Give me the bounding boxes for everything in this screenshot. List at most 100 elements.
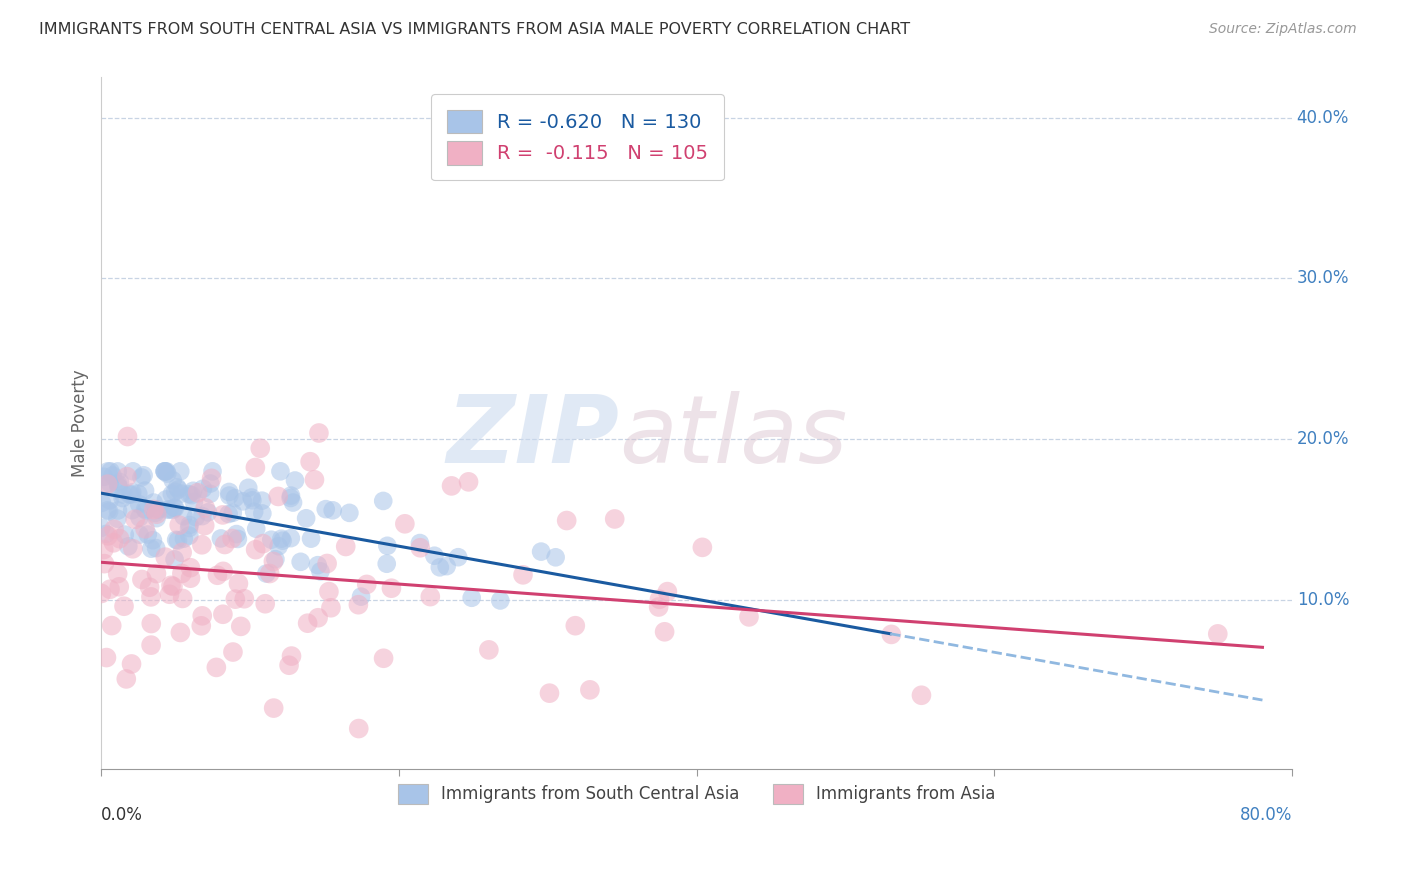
Point — [145, 566, 167, 581]
Point — [194, 518, 217, 533]
Point — [115, 672, 138, 686]
Point — [315, 502, 337, 516]
Point — [165, 533, 187, 547]
Point — [555, 514, 578, 528]
Point — [107, 566, 129, 581]
Point — [156, 467, 179, 481]
Point — [121, 657, 143, 671]
Point — [270, 532, 292, 546]
Point — [309, 565, 332, 579]
Point — [254, 566, 277, 581]
Point — [122, 464, 145, 478]
Point — [142, 533, 165, 548]
Point — [538, 686, 561, 700]
Point — [252, 507, 274, 521]
Point — [108, 475, 131, 489]
Point — [245, 542, 267, 557]
Point — [197, 505, 219, 519]
Point — [222, 506, 245, 520]
Text: 0.0%: 0.0% — [101, 805, 143, 823]
Point — [648, 592, 671, 607]
Point — [159, 587, 181, 601]
Point — [280, 531, 302, 545]
Point — [155, 492, 177, 507]
Point — [284, 474, 307, 488]
Point — [134, 502, 156, 516]
Point — [155, 550, 177, 565]
Point — [136, 527, 159, 541]
Point — [267, 490, 290, 504]
Point — [260, 533, 283, 547]
Point — [134, 522, 156, 536]
Point — [145, 541, 167, 555]
Point — [304, 473, 326, 487]
Point — [117, 540, 139, 554]
Point — [356, 577, 378, 591]
Point — [200, 476, 222, 491]
Point — [222, 645, 245, 659]
Point — [191, 608, 214, 623]
Point — [179, 560, 201, 574]
Point — [1206, 627, 1229, 641]
Point — [409, 541, 432, 555]
Point — [173, 509, 195, 524]
Point — [564, 618, 586, 632]
Point — [128, 497, 150, 511]
Point — [145, 507, 167, 521]
Point — [107, 464, 129, 478]
Point — [90, 586, 112, 600]
Point — [97, 477, 120, 491]
Point — [103, 522, 125, 536]
Point — [153, 464, 176, 478]
Point — [373, 494, 395, 508]
Text: 10.0%: 10.0% — [1296, 591, 1350, 609]
Point — [117, 429, 139, 443]
Point — [118, 487, 141, 501]
Point — [299, 455, 322, 469]
Point — [224, 592, 246, 607]
Point — [105, 511, 128, 525]
Point — [267, 539, 290, 553]
Point — [280, 489, 302, 503]
Text: 20.0%: 20.0% — [1296, 430, 1350, 448]
Point — [112, 487, 135, 501]
Point — [181, 483, 204, 498]
Point — [155, 464, 177, 478]
Point — [290, 555, 312, 569]
Point — [647, 599, 669, 614]
Point — [218, 489, 240, 503]
Point — [111, 491, 134, 505]
Point — [101, 468, 124, 483]
Point — [243, 505, 266, 519]
Point — [100, 464, 122, 478]
Point — [97, 464, 120, 478]
Point — [160, 578, 183, 592]
Point — [489, 593, 512, 607]
Point — [191, 538, 214, 552]
Point — [409, 536, 432, 550]
Point — [172, 545, 194, 559]
Point — [169, 625, 191, 640]
Point — [169, 464, 191, 478]
Point — [162, 473, 184, 487]
Point — [269, 464, 291, 478]
Text: 40.0%: 40.0% — [1296, 109, 1350, 127]
Point — [212, 565, 235, 579]
Point — [318, 584, 340, 599]
Point — [167, 483, 190, 497]
Point — [128, 510, 150, 524]
Point — [179, 518, 201, 533]
Point — [209, 532, 232, 546]
Point — [263, 701, 285, 715]
Point — [179, 528, 201, 542]
Point — [252, 536, 274, 550]
Point — [108, 580, 131, 594]
Point — [170, 566, 193, 581]
Point — [457, 475, 479, 489]
Point — [423, 549, 446, 563]
Point — [254, 597, 277, 611]
Point — [135, 503, 157, 517]
Point — [107, 503, 129, 517]
Point — [108, 532, 131, 546]
Point — [280, 491, 302, 505]
